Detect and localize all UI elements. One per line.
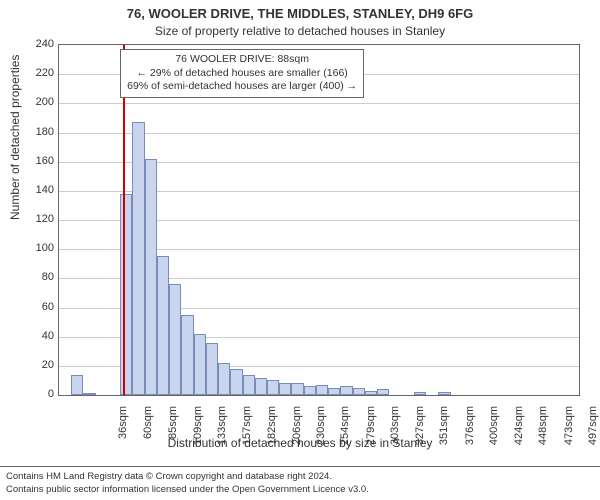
y-tick-label: 0 (14, 388, 54, 400)
footer-line-1: Contains HM Land Registry data © Crown c… (6, 471, 594, 483)
y-tick-label: 220 (14, 67, 54, 79)
histogram-bar (291, 383, 303, 395)
y-tick-label: 100 (14, 242, 54, 254)
x-axis-title: Distribution of detached houses by size … (0, 436, 600, 450)
histogram-bar (255, 378, 267, 396)
histogram-bar (267, 380, 279, 395)
histogram-bar (230, 369, 242, 395)
histogram-bar (328, 388, 340, 395)
histogram-bar (414, 392, 426, 395)
histogram-bar (71, 375, 83, 395)
histogram-bar (365, 391, 377, 395)
footer-line-2: Contains public sector information licen… (6, 484, 594, 496)
histogram-chart: 76, WOOLER DRIVE, THE MIDDLES, STANLEY, … (0, 0, 600, 500)
footer-attribution: Contains HM Land Registry data © Crown c… (0, 466, 600, 496)
histogram-bar (132, 122, 144, 395)
annotation-box: 76 WOOLER DRIVE: 88sqm ← 29% of detached… (120, 49, 364, 98)
y-tick-label: 60 (14, 301, 54, 313)
histogram-bar (181, 315, 193, 395)
plot-area: 76 WOOLER DRIVE: 88sqm ← 29% of detached… (58, 44, 580, 396)
y-tick-label: 40 (14, 330, 54, 342)
histogram-bar (83, 393, 95, 395)
histogram-bar (377, 389, 389, 395)
histogram-bar (120, 194, 132, 395)
histogram-bar (243, 375, 255, 395)
y-tick-label: 120 (14, 213, 54, 225)
histogram-bar (157, 256, 169, 395)
y-tick-label: 240 (14, 38, 54, 50)
annotation-line-3: 69% of semi-detached houses are larger (… (127, 80, 357, 94)
histogram-bar (145, 159, 157, 395)
histogram-bar (194, 334, 206, 395)
histogram-bar (206, 343, 218, 396)
y-tick-label: 80 (14, 271, 54, 283)
histogram-bar (438, 392, 450, 395)
histogram-bar (218, 363, 230, 395)
histogram-bar (316, 385, 328, 395)
chart-subtitle: Size of property relative to detached ho… (0, 24, 600, 38)
histogram-bar (169, 284, 181, 395)
y-tick-label: 180 (14, 126, 54, 138)
chart-title: 76, WOOLER DRIVE, THE MIDDLES, STANLEY, … (0, 6, 600, 21)
annotation-line-1: 76 WOOLER DRIVE: 88sqm (127, 53, 357, 67)
histogram-bar (279, 383, 291, 395)
histogram-bar (304, 386, 316, 395)
histogram-bar (353, 388, 365, 395)
y-tick-label: 160 (14, 155, 54, 167)
histogram-bar (340, 386, 352, 395)
y-tick-label: 200 (14, 96, 54, 108)
annotation-line-2: ← 29% of detached houses are smaller (16… (127, 67, 357, 81)
gridline (59, 103, 579, 104)
y-tick-label: 20 (14, 359, 54, 371)
y-tick-label: 140 (14, 184, 54, 196)
